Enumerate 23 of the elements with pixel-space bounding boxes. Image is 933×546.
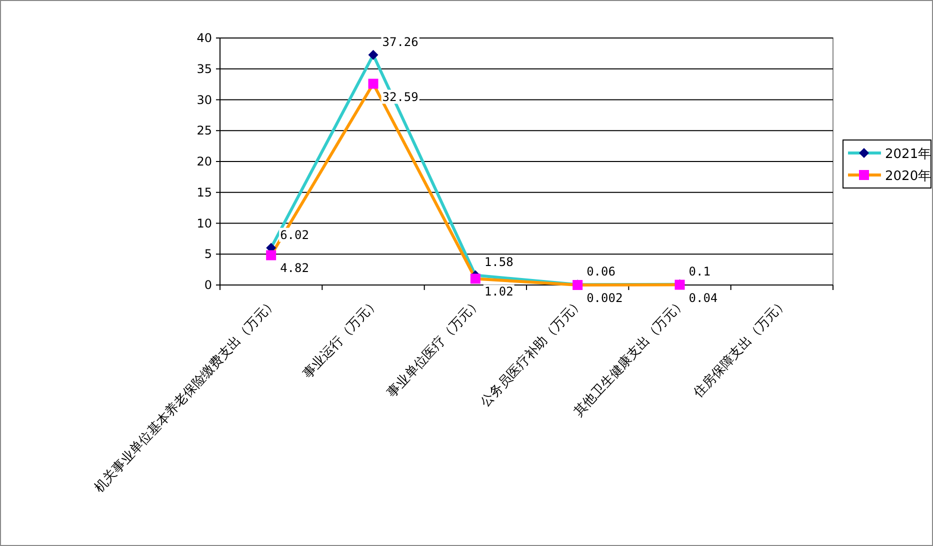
data-label: 1.02 xyxy=(484,284,514,299)
data-label: 4.82 xyxy=(280,261,309,276)
y-tick-label: 0 xyxy=(204,278,212,292)
data-label: 37.26 xyxy=(382,34,418,49)
y-tick-label: 15 xyxy=(196,185,212,200)
y-tick-label: 25 xyxy=(196,124,212,138)
legend-label: 2021年 xyxy=(885,147,932,162)
y-tick-label: 20 xyxy=(196,154,212,168)
y-tick-label: 30 xyxy=(196,92,212,107)
data-label: 0.06 xyxy=(586,264,616,279)
data-label: 0.04 xyxy=(688,290,718,305)
data-label: 0.1 xyxy=(688,264,710,278)
data-label: 0.002 xyxy=(586,290,623,305)
y-tick-label: 10 xyxy=(196,216,212,230)
x-tick-label: 事业运行（万元） xyxy=(300,296,382,382)
y-tick-label: 40 xyxy=(196,31,212,45)
data-label: 32.59 xyxy=(382,90,418,104)
data-label: 1.58 xyxy=(484,255,514,270)
legend-label: 2020年 xyxy=(885,169,932,184)
x-tick-label: 机关事业单位基本养老保险缴费支出（万元） xyxy=(90,294,280,496)
y-tick-label: 35 xyxy=(196,62,212,76)
y-tick-label: 5 xyxy=(204,247,212,262)
data-label: 6.02 xyxy=(280,228,309,242)
